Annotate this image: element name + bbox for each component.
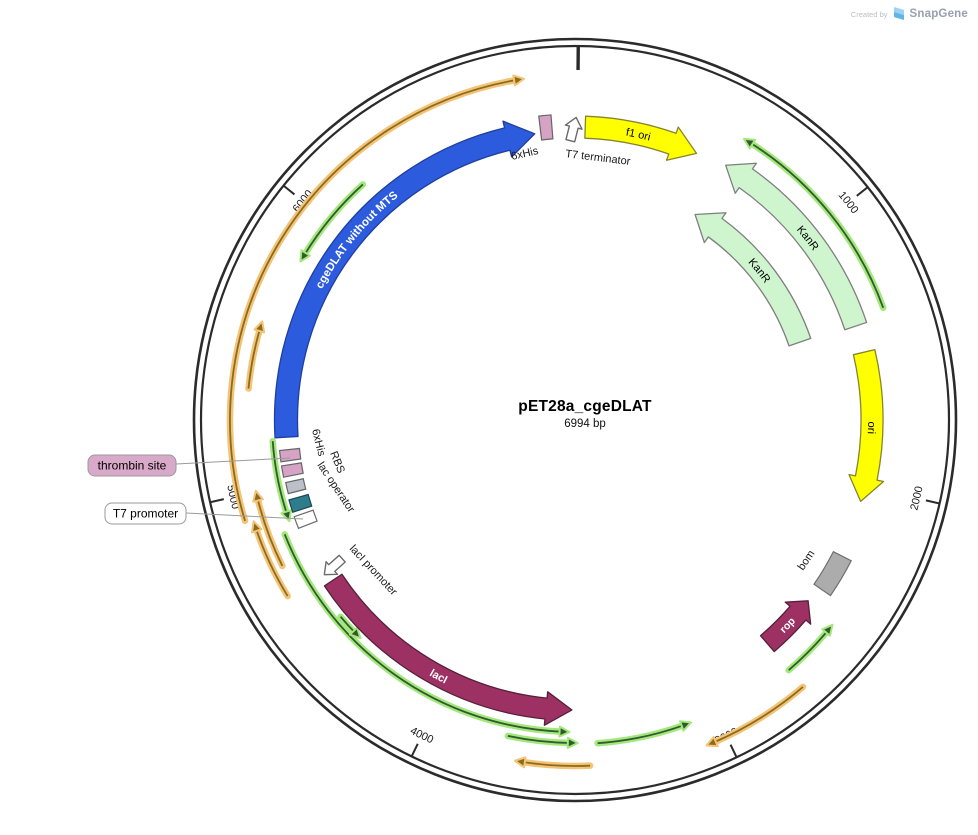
- ori: [848, 349, 885, 503]
- watermark: Created by SnapGene: [851, 7, 968, 21]
- primer-arrow-4-head: [566, 736, 579, 749]
- kanr-inner: [694, 212, 812, 347]
- snapgene-wordmark: SnapGene: [909, 8, 968, 20]
- tick-label-4000: 4000: [408, 725, 435, 746]
- orf-arrow-0-core: [229, 79, 518, 522]
- thrombin-site-callout-label: thrombin site: [98, 459, 167, 473]
- orf-arrow-5-head: [705, 735, 719, 748]
- RBS: [284, 478, 307, 495]
- lac-operator: [288, 493, 313, 514]
- orf-arrow-3-head: [253, 320, 266, 334]
- ori-label: ori: [865, 421, 877, 434]
- primer-arrow-6-head: [821, 623, 834, 637]
- orf-arrow-1-head: [251, 520, 263, 534]
- tick-2000: [925, 499, 940, 505]
- bom-label: bom: [796, 548, 818, 572]
- primer-arrow-1-core: [303, 183, 364, 256]
- orf-arrow-2-head: [252, 489, 264, 503]
- T7-promoter: [293, 509, 318, 530]
- primer-arrow-5: [594, 721, 688, 747]
- cgeDLAT-without-MTS-label: cgeDLAT without MTS: [314, 189, 401, 291]
- primer-arrow-5-core: [597, 724, 685, 745]
- lacI: [323, 573, 573, 726]
- backbone-outer-circle: [192, 37, 958, 803]
- created-by-text: Created by: [850, 9, 888, 19]
- f1-ori: [584, 115, 698, 161]
- his6-nterm-label: 6xHis: [309, 428, 327, 458]
- primer-arrow-3-core: [283, 534, 563, 733]
- backbone-inner-circle: [199, 44, 951, 796]
- lacI-promoter: [323, 554, 346, 576]
- bom: [813, 550, 853, 597]
- thrombin-site-callout-box: [87, 454, 177, 477]
- primer-arrow-5-head: [679, 720, 693, 732]
- tick-5000: [209, 498, 225, 504]
- 6xHis-nterm: [280, 462, 304, 478]
- tick-6000: [282, 184, 296, 196]
- thrombin-site-callout-line: [175, 457, 291, 465]
- t7-terminator-label: T7 terminator: [565, 148, 632, 168]
- primer-arrow-2-core: [271, 441, 288, 515]
- primer-arrow-0-core: [749, 141, 885, 309]
- primer-arrow-3-head: [558, 725, 571, 738]
- cgeDLAT-without-MTS: [273, 120, 536, 439]
- tick-4000: [410, 743, 419, 757]
- orf-arrow-0-head: [512, 74, 526, 87]
- primer-arrow-1-head: [299, 249, 311, 263]
- thrombin-site: [278, 447, 302, 463]
- t7-promoter-callout-line: [185, 512, 304, 520]
- orf-arrow-5-core: [712, 686, 804, 744]
- snapgene-flag-icon: [893, 7, 904, 20]
- tick-label-1000: 1000: [836, 189, 861, 216]
- t7-promoter-callout-label: T7 promoter: [113, 507, 178, 521]
- primer-arrow-7-head: [348, 626, 362, 640]
- orf-arrow-4-head: [513, 756, 527, 769]
- rop: [759, 600, 812, 653]
- tick-label-2000: 2000: [908, 485, 925, 511]
- laci-promoter-label: lacI promoter: [347, 543, 400, 598]
- tick-3000: [729, 744, 738, 758]
- T7-terminator: [564, 116, 583, 143]
- primer-arrow-0-head: [742, 137, 757, 150]
- tick-1000: [856, 186, 869, 197]
- f1-ori-label: f1 ori: [625, 127, 652, 144]
- kanr-outer: [725, 162, 868, 331]
- 6xHis-cterm: [538, 114, 554, 141]
- primer-arrow-2-head: [280, 509, 292, 523]
- t7-promoter-callout-box: [104, 502, 187, 525]
